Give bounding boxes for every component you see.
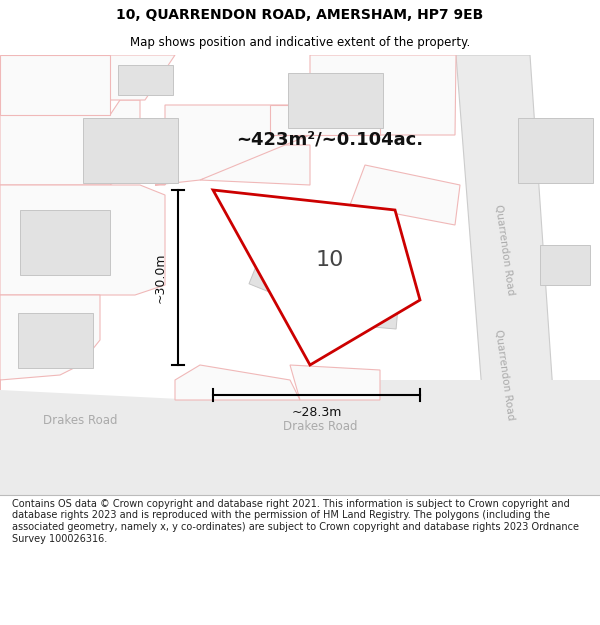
Text: Drakes Road: Drakes Road — [43, 414, 117, 426]
Text: 10, QUARRENDON ROAD, AMERSHAM, HP7 9EB: 10, QUARRENDON ROAD, AMERSHAM, HP7 9EB — [116, 8, 484, 22]
Polygon shape — [0, 380, 600, 495]
Text: Drakes Road: Drakes Road — [283, 421, 357, 434]
Polygon shape — [249, 228, 341, 312]
Polygon shape — [200, 145, 310, 185]
Text: Quarrendon Road: Quarrendon Road — [493, 204, 515, 296]
Polygon shape — [0, 295, 100, 390]
Text: ~30.0m: ~30.0m — [154, 253, 167, 302]
Polygon shape — [270, 105, 380, 135]
Polygon shape — [287, 72, 383, 127]
Text: ~423m²/~0.104ac.: ~423m²/~0.104ac. — [236, 131, 424, 149]
Polygon shape — [110, 55, 175, 100]
Polygon shape — [20, 209, 110, 274]
Polygon shape — [540, 245, 590, 285]
Polygon shape — [0, 185, 165, 295]
Polygon shape — [175, 365, 300, 400]
Text: 10: 10 — [316, 250, 344, 270]
Polygon shape — [517, 118, 593, 182]
Polygon shape — [456, 55, 560, 495]
Polygon shape — [358, 261, 402, 329]
Text: Map shows position and indicative extent of the property.: Map shows position and indicative extent… — [130, 36, 470, 49]
Text: Contains OS data © Crown copyright and database right 2021. This information is : Contains OS data © Crown copyright and d… — [12, 499, 579, 544]
Polygon shape — [213, 190, 420, 365]
Text: Quarrendon Road: Quarrendon Road — [493, 329, 515, 421]
Polygon shape — [0, 100, 140, 185]
Polygon shape — [83, 118, 178, 182]
Polygon shape — [118, 65, 173, 95]
Text: ~28.3m: ~28.3m — [292, 406, 341, 419]
Polygon shape — [17, 312, 92, 368]
Polygon shape — [350, 165, 460, 225]
Polygon shape — [0, 55, 110, 115]
Polygon shape — [310, 55, 456, 135]
Polygon shape — [290, 365, 380, 400]
Polygon shape — [155, 105, 310, 185]
